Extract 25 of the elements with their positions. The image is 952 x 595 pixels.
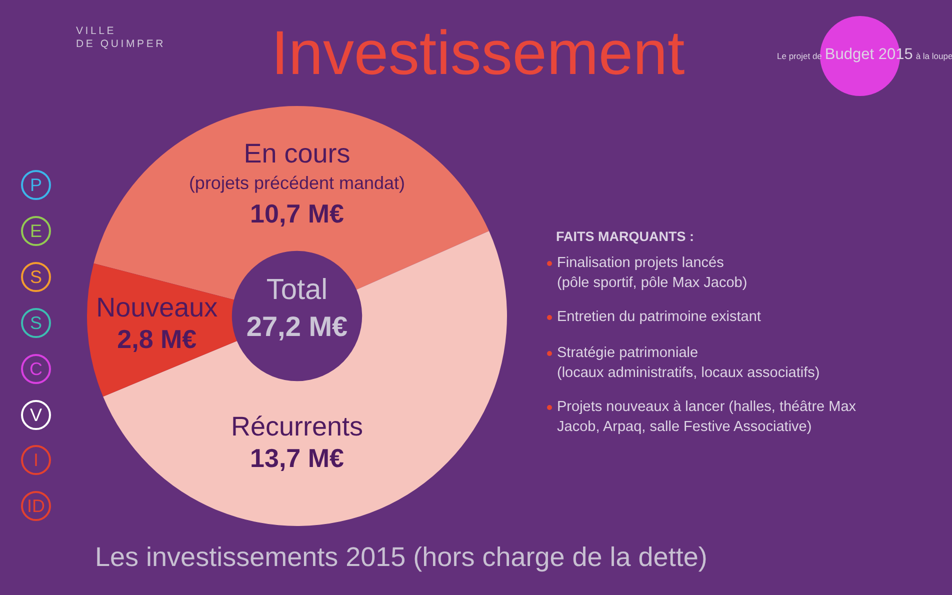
slice-label: Récurrents (230, 412, 364, 442)
text: ID (27, 496, 45, 516)
text: Total (266, 274, 328, 306)
data-label: 2,8 M€ (117, 324, 197, 354)
text: V (30, 404, 42, 424)
text: Projets nouveaux à lancer (halles, théâtre Max Jacob, Arpaq, salle Festive Associative) (557, 398, 858, 437)
text: I (33, 450, 39, 470)
text: FAITS MARQUANTS : (556, 229, 694, 245)
chart-title: Investissement (271, 19, 685, 88)
text: 27,2 M€ (246, 311, 348, 343)
text: E (30, 220, 42, 241)
text: Les investissements 2015 (hors charge de la dette) (95, 541, 708, 574)
text: P (30, 175, 42, 195)
text: C (30, 358, 42, 379)
slice-label: Nouveaux (96, 292, 218, 322)
text: S (30, 312, 42, 333)
text: S (30, 266, 42, 287)
text: VILLE DE QUIMPER (76, 25, 166, 50)
text: à la loupe (916, 50, 952, 63)
text: Finalisation projets lancés (pôle sportif, pôle Max Jacob) (557, 254, 748, 293)
text: Stratégie patrimoniale (locaux administratifs, locaux associatifs) (557, 344, 821, 383)
slice-label: En cours (projets précédent mandat) (188, 138, 406, 194)
text: Entretien du patrimoine existant (557, 308, 762, 327)
data-label: 10,7 M€ (250, 198, 344, 228)
data-label: 13,7 M€ (250, 443, 344, 474)
